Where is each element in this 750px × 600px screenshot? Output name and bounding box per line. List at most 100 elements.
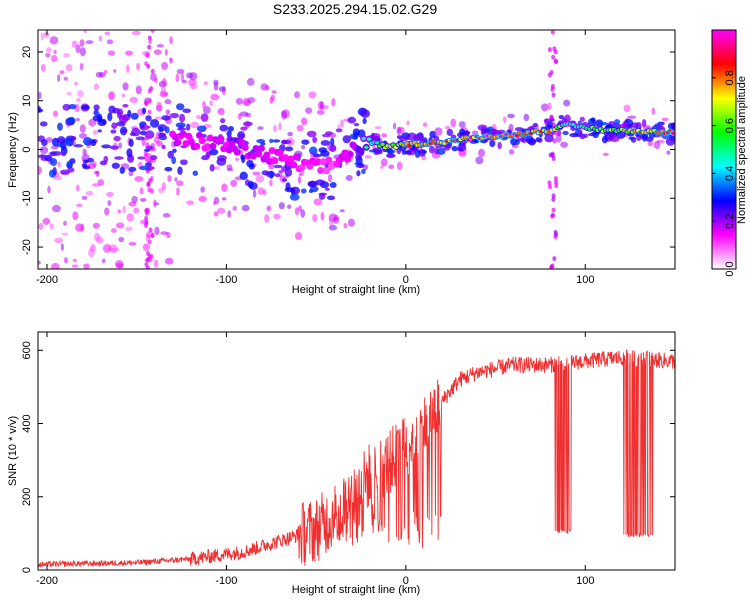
heatmap-streak-cell <box>553 176 558 182</box>
heatmap-noise-blob <box>46 136 53 143</box>
heatmap-cell <box>55 143 66 148</box>
heatmap-noise-blob <box>106 191 114 197</box>
heatmap-streak-cell <box>145 208 150 214</box>
heatmap-cell <box>415 134 425 141</box>
heatmap-cell <box>368 149 376 153</box>
heatmap-noise-blob <box>508 149 515 155</box>
heatmap-noise-blob <box>347 218 355 227</box>
heatmap-cell <box>285 146 294 152</box>
heatmap-noise-blob <box>202 101 207 109</box>
heatmap-cell <box>237 131 246 140</box>
heatmap-noise-blob <box>72 211 79 221</box>
heatmap-noise-blob <box>333 216 340 224</box>
heatmap-noise-blob <box>287 204 292 210</box>
heatmap-noise-blob <box>57 161 61 168</box>
heatmap-noise-blob <box>122 82 129 91</box>
heatmap-ridge-halo <box>322 167 330 175</box>
heatmap-cell <box>526 138 537 145</box>
heatmap-cell <box>349 133 358 140</box>
heatmap-streak-cell <box>148 227 153 233</box>
colorbar-ticks: 0.0 0.2 0.4 0.6 0.8 <box>712 70 736 277</box>
heatmap-noise-blob <box>129 96 139 104</box>
heatmap-noise-blob <box>176 180 184 187</box>
heatmap-cell <box>70 136 77 141</box>
snr-panel: -200 -100 0 100 0 200 400 600 Height of straigh… <box>7 331 676 596</box>
heatmap-noise-blob <box>38 166 43 175</box>
heatmap-noise-blob <box>85 190 94 196</box>
colorbar-label: Normalized spectral amplitude <box>736 76 748 224</box>
heatmap-streak-cell <box>551 207 556 213</box>
heatmap-streak-cell <box>150 233 155 239</box>
heatmap-noise-blob <box>297 205 302 212</box>
heatmap-cell <box>307 180 318 188</box>
heatmap-noise-blob <box>63 257 68 264</box>
heatmap-noise-blob <box>49 223 54 230</box>
heatmap-noise-blob <box>186 200 195 206</box>
heatmap-ridge-core <box>380 142 385 146</box>
heatmap-noise-blob <box>54 237 64 244</box>
heatmap-cell <box>300 188 307 194</box>
heatmap-cell <box>177 166 183 176</box>
heatmap-streak-cell <box>146 63 151 69</box>
heatmap-noise-blob <box>88 248 95 258</box>
heatmap-ridge-halo <box>209 142 217 150</box>
heatmap-noise-blob <box>92 130 98 135</box>
heatmap-noise-blob <box>125 50 133 56</box>
heatmap-cell <box>209 164 215 172</box>
heatmap-noise-blob <box>154 226 160 236</box>
heatmap-ridge-halo <box>206 134 214 142</box>
heatmap-cell <box>595 119 604 128</box>
heatmap-noise-blob <box>305 107 313 114</box>
heatmap-cell <box>326 195 336 201</box>
heatmap-noise-blob <box>122 205 127 214</box>
heatmap-noise-blob <box>175 73 180 83</box>
heatmap-noise-blob <box>85 40 94 44</box>
heatmap-ridge-halo <box>314 158 322 166</box>
heatmap-cell <box>128 166 137 172</box>
heatmap-noise-blob <box>343 222 348 229</box>
heatmap-cell <box>309 146 318 155</box>
heatmap-noise-blob <box>278 122 282 131</box>
heatmap-ridge-core <box>671 131 675 135</box>
heatmap-noise-blob <box>271 90 277 94</box>
heatmap-cell <box>130 112 139 120</box>
heatmap-cell <box>515 139 520 145</box>
y-tick-label: 600 <box>21 341 33 359</box>
heatmap-noise-blob <box>169 36 173 45</box>
heatmap-streak-cell <box>149 188 154 194</box>
heatmap-cell <box>179 113 186 123</box>
spectrogram-y-label: Frequency (Hz) <box>7 112 19 188</box>
heatmap-noise-blob <box>102 243 112 253</box>
heatmap-ridge-halo <box>290 161 298 169</box>
heatmap-cell <box>127 109 132 118</box>
heatmap-noise-blob <box>176 68 185 75</box>
heatmap-noise-blob <box>252 189 257 198</box>
heatmap-noise-blob <box>444 125 451 130</box>
heatmap-cell <box>110 129 117 134</box>
heatmap-cell <box>579 116 585 122</box>
heatmap-streak-cell <box>147 44 152 50</box>
heatmap-noise-blob <box>190 121 199 129</box>
heatmap-cell <box>131 127 141 137</box>
heatmap-streak-cell <box>146 251 151 257</box>
heatmap-cell <box>51 151 62 156</box>
heatmap-cell <box>99 160 108 166</box>
heatmap-cell <box>356 170 361 177</box>
heatmap-cell <box>635 122 642 131</box>
x-tick-label: 0 <box>403 575 409 587</box>
heatmap-cell <box>599 122 609 126</box>
heatmap-streak-cell <box>145 142 150 148</box>
heatmap-cell <box>347 116 357 124</box>
heatmap-cell <box>353 122 360 127</box>
heatmap-streak-cell <box>550 30 555 35</box>
heatmap-ridge-core <box>374 141 380 145</box>
heatmap-noise-blob <box>296 124 304 132</box>
colorbar-tick-label: 0.2 <box>724 214 736 229</box>
heatmap-noise-blob <box>246 77 255 86</box>
colorbar-tick-label: 0.6 <box>724 118 736 133</box>
heatmap-cell <box>93 104 100 111</box>
heatmap-noise-blob <box>53 49 57 55</box>
heatmap-streak-cell <box>552 256 557 262</box>
heatmap-streak-cell <box>144 215 149 221</box>
heatmap-cell <box>158 126 164 133</box>
